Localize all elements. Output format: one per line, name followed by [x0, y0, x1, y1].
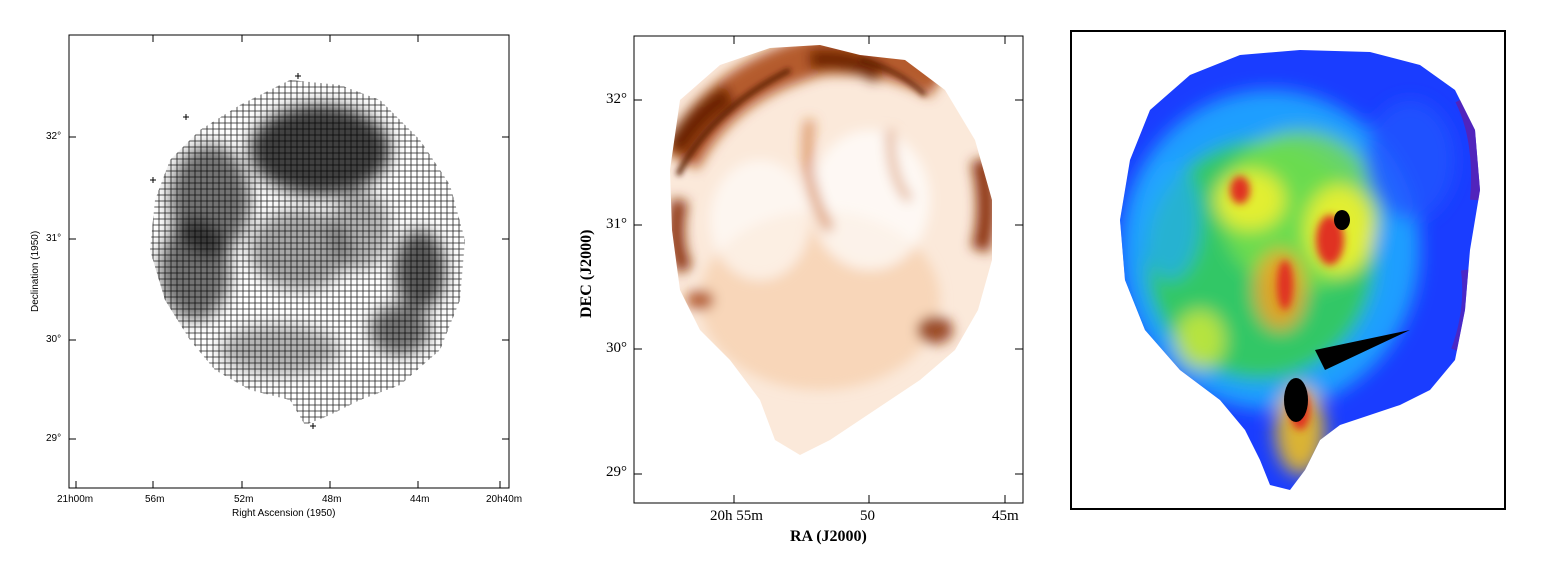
right-nebula-colormap: [1120, 50, 1480, 490]
right-mask-wedge: [1315, 330, 1410, 370]
left-y-tick-label: 31°: [46, 233, 62, 244]
middle-x-axis-label: RA (J2000): [790, 528, 867, 545]
middle-x-ticks: [733, 36, 1006, 503]
middle-plot-frame: [633, 35, 1024, 504]
left-x-tick-label: 56m: [145, 494, 165, 505]
left-x-axis-label: Right Ascension (1950): [232, 508, 336, 519]
middle-map-svg: [633, 35, 1024, 504]
left-y-ticks: [69, 136, 509, 440]
right-map-svg: [1120, 50, 1480, 490]
middle-x-tick-label: 20h 55m: [710, 508, 763, 524]
left-y-tick-label: 30°: [46, 334, 62, 345]
left-x-tick-label: 20h40m: [486, 494, 523, 505]
left-panel-grid-map: 32° 31° 30° 29° 21h00m 56m 52m 48m 44m 2…: [0, 0, 540, 573]
left-plot-frame: [68, 34, 510, 489]
middle-y-tick-label: 31°: [606, 216, 627, 232]
middle-y-tick-label: 30°: [606, 340, 627, 356]
left-y-axis-label: Declination (1950): [30, 230, 41, 312]
middle-y-tick-label: 29°: [606, 464, 627, 480]
left-grid-body: [150, 80, 465, 425]
left-map-svg: [68, 34, 510, 489]
middle-x-tick-label: 45m: [992, 508, 1019, 524]
right-mask-blob: [1284, 378, 1308, 422]
left-x-tick-label: 48m: [322, 494, 342, 505]
left-x-ticks: [75, 35, 501, 488]
left-stray-crosses: [150, 73, 316, 429]
middle-x-tick-label: 50: [860, 508, 875, 524]
middle-nebula: [670, 45, 992, 455]
middle-y-tick-label: 32°: [606, 91, 627, 107]
middle-y-ticks: [634, 99, 1023, 475]
left-y-tick-label: 32°: [46, 131, 62, 142]
right-panel-colormap-map: [1070, 30, 1506, 510]
left-x-tick-label: 21h00m: [57, 494, 94, 505]
left-x-tick-label: 52m: [234, 494, 254, 505]
middle-panel-orange-map: 32° 31° 30° 29° 20h 55m 50 45m RA (J2000…: [560, 0, 1050, 573]
right-mask-spot: [1334, 210, 1350, 230]
left-x-tick-label: 44m: [410, 494, 430, 505]
left-y-tick-label: 29°: [46, 433, 62, 444]
middle-y-axis-label: DEC (J2000): [578, 229, 595, 318]
